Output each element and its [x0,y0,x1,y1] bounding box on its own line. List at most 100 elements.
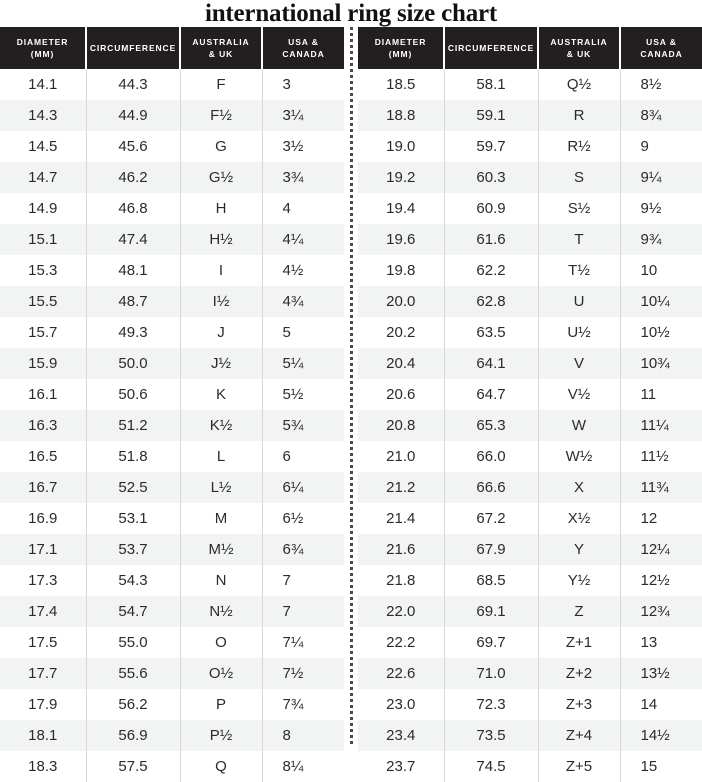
table-row: 22.6 71.0 Z+2 13½ [358,658,702,689]
header-label-australia: AUSTRALIA [192,37,250,47]
cell-usa-canada: 15 [620,751,702,782]
cell-australia-uk: Q½ [538,69,621,100]
cell-circumference: 44.9 [86,100,181,131]
cell-usa-canada: 11¾ [620,472,702,503]
cell-usa-canada: 11¼ [620,410,702,441]
cell-diameter: 17.4 [0,596,87,627]
cell-diameter: 18.5 [358,69,445,100]
cell-australia-uk: K [180,379,263,410]
cell-usa-canada: 4 [262,193,344,224]
table-row: 20.0 62.8 U 10¼ [358,286,702,317]
cell-usa-canada: 7 [262,565,344,596]
cell-australia-uk: Z+4 [538,720,621,751]
cell-diameter: 15.7 [0,317,87,348]
cell-australia-uk: M [180,503,263,534]
table-body-right: 18.5 58.1 Q½ 8½ 18.8 59.1 R 8¾ 19.0 59.7 R½ 9 19.2 60… [358,69,702,782]
cell-usa-canada: 7¼ [262,627,344,658]
cell-diameter: 16.1 [0,379,87,410]
cell-diameter: 23.0 [358,689,445,720]
cell-diameter: 16.3 [0,410,87,441]
cell-circumference: 62.8 [444,286,539,317]
table-header-left: DIAMETER (mm) CIRCUMFERENCE AUSTRALIA & … [0,27,344,69]
cell-circumference: 69.7 [444,627,539,658]
cell-circumference: 69.1 [444,596,539,627]
header-label-diameter-unit: (mm) [388,49,413,59]
cell-australia-uk: T [538,224,621,255]
table-row: 21.0 66.0 W½ 11½ [358,441,702,472]
table-row: 16.5 51.8 L 6 [0,441,344,472]
cell-diameter: 19.0 [358,131,445,162]
cell-diameter: 21.0 [358,441,445,472]
cell-usa-canada: 3¼ [262,100,344,131]
cell-usa-canada: 9 [620,131,702,162]
cell-circumference: 62.2 [444,255,539,286]
cell-circumference: 64.1 [444,348,539,379]
cell-diameter: 21.6 [358,534,445,565]
cell-diameter: 21.2 [358,472,445,503]
cell-usa-canada: 10½ [620,317,702,348]
cell-australia-uk: X [538,472,621,503]
cell-circumference: 54.7 [86,596,181,627]
cell-circumference: 57.5 [86,751,181,782]
table-row: 17.1 53.7 M½ 6¾ [0,534,344,565]
cell-circumference: 51.8 [86,441,181,472]
cell-diameter: 16.5 [0,441,87,472]
cell-circumference: 60.9 [444,193,539,224]
table-divider [344,27,358,747]
cell-diameter: 22.2 [358,627,445,658]
cell-australia-uk: U [538,286,621,317]
cell-diameter: 14.7 [0,162,87,193]
table-row: 20.8 65.3 W 11¼ [358,410,702,441]
cell-diameter: 16.9 [0,503,87,534]
cell-circumference: 50.6 [86,379,181,410]
table-row: 23.7 74.5 Z+5 15 [358,751,702,782]
cell-circumference: 46.2 [86,162,181,193]
table-row: 18.8 59.1 R 8¾ [358,100,702,131]
cell-australia-uk: Z [538,596,621,627]
table-row: 23.4 73.5 Z+4 14½ [358,720,702,751]
cell-usa-canada: 10¼ [620,286,702,317]
cell-usa-canada: 8½ [620,69,702,100]
cell-circumference: 48.1 [86,255,181,286]
cell-australia-uk: Q [180,751,263,782]
cell-diameter: 14.9 [0,193,87,224]
cell-circumference: 48.7 [86,286,181,317]
cell-australia-uk: J½ [180,348,263,379]
table-row: 17.3 54.3 N 7 [0,565,344,596]
table-row: 19.0 59.7 R½ 9 [358,131,702,162]
cell-usa-canada: 14 [620,689,702,720]
column-header-circumference: CIRCUMFERENCE [444,27,539,69]
cell-circumference: 67.2 [444,503,539,534]
cell-usa-canada: 7 [262,596,344,627]
cell-usa-canada: 14½ [620,720,702,751]
cell-australia-uk: Y [538,534,621,565]
cell-australia-uk: I [180,255,263,286]
header-label-australia: AUSTRALIA [550,37,608,47]
cell-circumference: 72.3 [444,689,539,720]
cell-australia-uk: W½ [538,441,621,472]
cell-australia-uk: K½ [180,410,263,441]
table-row: 15.5 48.7 I½ 4¾ [0,286,344,317]
cell-circumference: 66.0 [444,441,539,472]
cell-australia-uk: Z+2 [538,658,621,689]
cell-usa-canada: 7½ [262,658,344,689]
cell-australia-uk: O [180,627,263,658]
cell-usa-canada: 12½ [620,565,702,596]
cell-australia-uk: H½ [180,224,263,255]
cell-diameter: 16.7 [0,472,87,503]
table-row: 17.5 55.0 O 7¼ [0,627,344,658]
cell-usa-canada: 13½ [620,658,702,689]
table-row: 22.0 69.1 Z 12¾ [358,596,702,627]
cell-diameter: 21.8 [358,565,445,596]
cell-australia-uk: G [180,131,263,162]
cell-diameter: 18.3 [0,751,87,782]
cell-usa-canada: 9¼ [620,162,702,193]
cell-circumference: 61.6 [444,224,539,255]
cell-australia-uk: L [180,441,263,472]
cell-diameter: 20.4 [358,348,445,379]
cell-diameter: 14.5 [0,131,87,162]
cell-circumference: 45.6 [86,131,181,162]
cell-usa-canada: 13 [620,627,702,658]
cell-diameter: 17.1 [0,534,87,565]
cell-australia-uk: H [180,193,263,224]
